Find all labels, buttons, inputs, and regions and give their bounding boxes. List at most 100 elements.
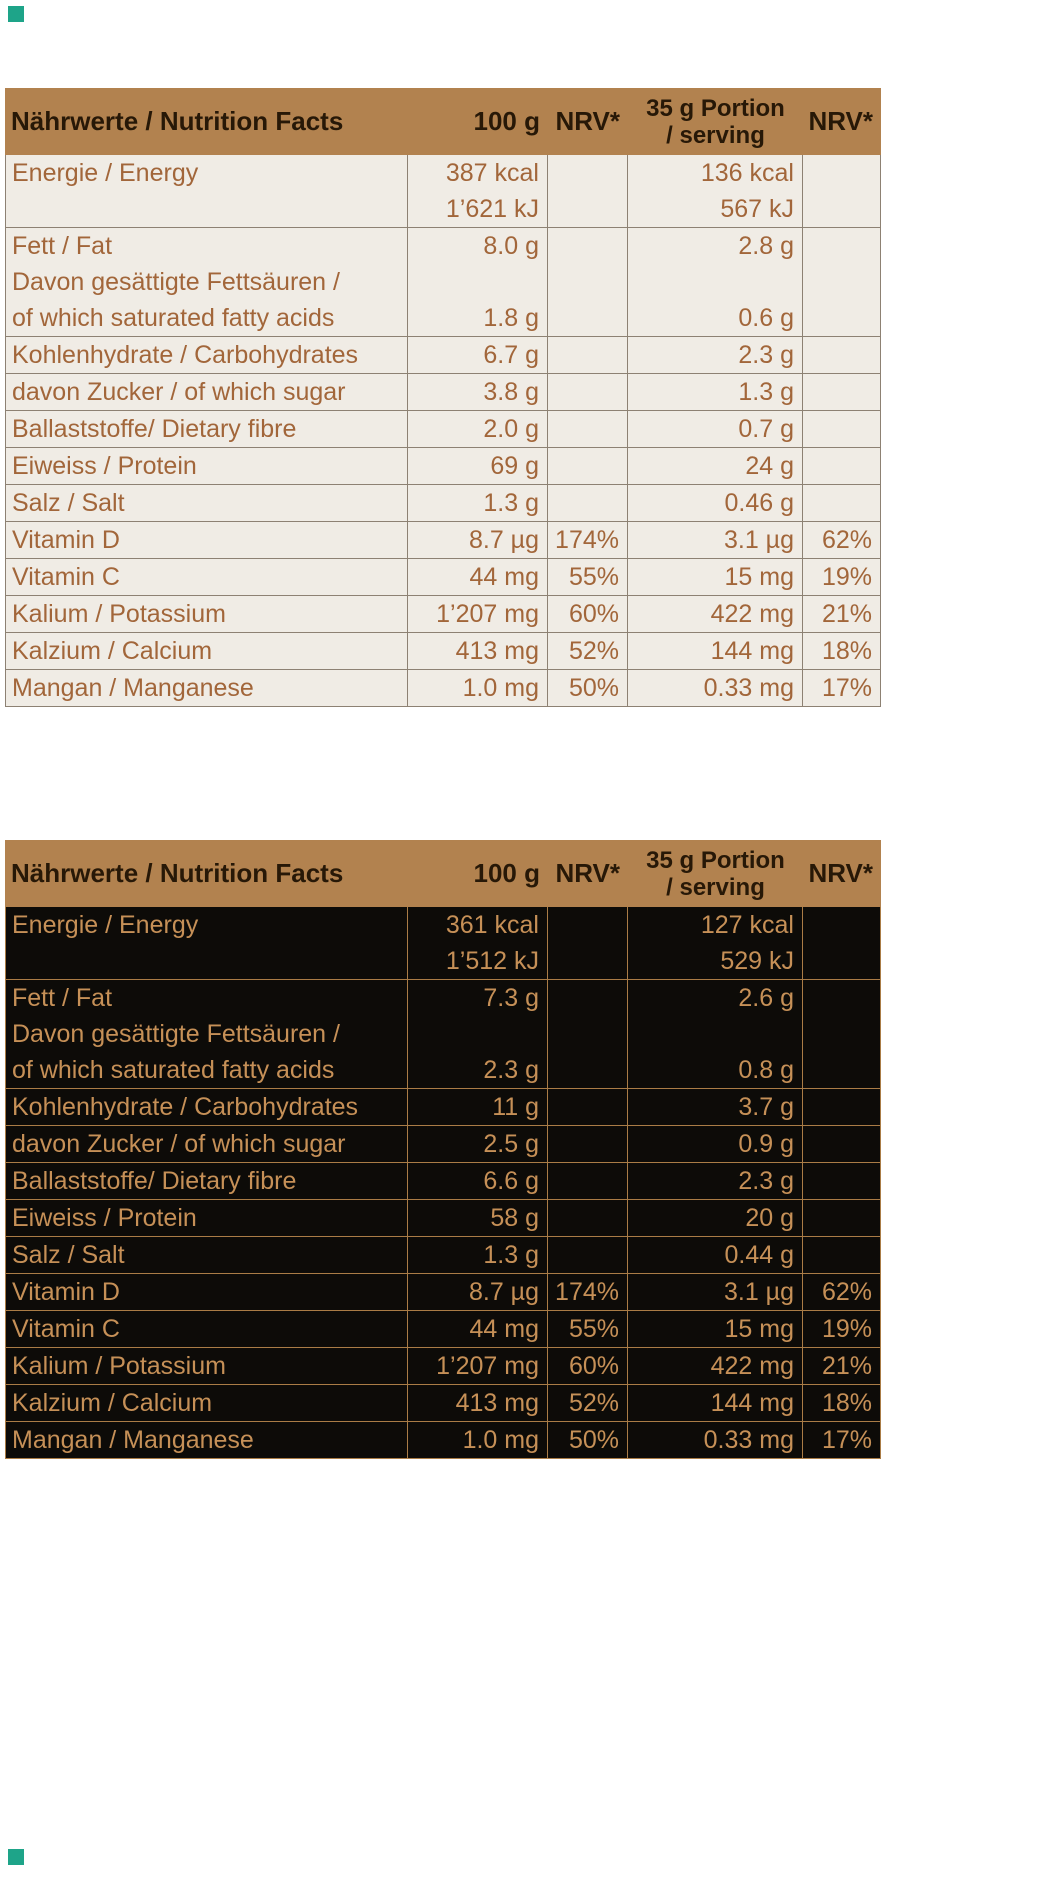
value-per-portion: 567 kJ: [627, 191, 802, 227]
column-header-portion-line2: / serving: [666, 873, 765, 901]
value-per-100g: 1’621 kJ: [407, 191, 547, 227]
nrv-per-portion: [802, 1163, 880, 1199]
nrv-per-portion: [802, 1126, 880, 1162]
value-per-100g: [407, 1016, 547, 1052]
nrv-per-100g: [547, 191, 627, 227]
value-per-100g: 1.0 mg: [407, 1422, 547, 1458]
table-header: Nährwerte / Nutrition Facts 100 g NRV* 3…: [5, 88, 881, 155]
row-label: Kalium / Potassium: [12, 600, 226, 628]
value-per-portion: 422 mg: [627, 596, 802, 632]
row-label: Kohlenhydrate / Carbohydrates: [12, 341, 359, 369]
value-per-100g: 6.6 g: [407, 1163, 547, 1199]
row-label: Energie / Energy: [12, 911, 199, 939]
row-label: Kalzium / Calcium: [12, 637, 213, 665]
value-per-100g: 2.0 g: [407, 411, 547, 447]
row-label: of which saturated fatty acids: [12, 304, 335, 332]
table-header: Nährwerte / Nutrition Facts 100 g NRV* 3…: [5, 840, 881, 907]
nrv-per-100g: 50%: [547, 1422, 627, 1458]
nrv-per-100g: [547, 943, 627, 979]
table-row: of which saturated fatty acids 1.8 g 0.6 g: [6, 300, 880, 337]
nrv-per-100g: [547, 374, 627, 410]
table-row: Energie / Energy 361 kcal 127 kcal: [6, 907, 880, 943]
row-label: Fett / Fat: [12, 984, 113, 1012]
table-row: Vitamin C 44 mg 55% 15 mg 19%: [6, 1311, 880, 1348]
value-per-100g: 8.7 µg: [407, 522, 547, 558]
row-label: Salz / Salt: [12, 489, 125, 517]
nrv-per-100g: [547, 448, 627, 484]
teal-marker-top: [8, 6, 24, 22]
nrv-per-100g: [547, 1089, 627, 1125]
table-row: Eiweiss / Protein 58 g 20 g: [6, 1200, 880, 1237]
table-row: Kohlenhydrate / Carbohydrates 6.7 g 2.3 g: [6, 337, 880, 374]
table-row: Vitamin C 44 mg 55% 15 mg 19%: [6, 559, 880, 596]
row-label: davon Zucker / of which sugar: [12, 1130, 346, 1158]
table-row: of which saturated fatty acids 2.3 g 0.8 g: [6, 1052, 880, 1089]
value-per-100g: 44 mg: [407, 559, 547, 595]
table-row: Mangan / Manganese 1.0 mg 50% 0.33 mg 17%: [6, 670, 880, 706]
value-per-portion: 0.6 g: [627, 300, 802, 336]
nrv-per-portion: [802, 155, 880, 191]
nrv-per-100g: [547, 1237, 627, 1273]
value-per-portion: 0.7 g: [627, 411, 802, 447]
nrv-per-100g: 60%: [547, 1348, 627, 1384]
nrv-per-portion: [802, 943, 880, 979]
nrv-per-portion: 62%: [802, 1274, 880, 1310]
nrv-per-100g: [547, 1052, 627, 1088]
table-row: Vitamin D 8.7 µg 174% 3.1 µg 62%: [6, 1274, 880, 1311]
table-row: Fett / Fat 8.0 g 2.8 g: [6, 228, 880, 264]
value-per-100g: 1.0 mg: [407, 670, 547, 706]
value-per-portion: 2.3 g: [627, 337, 802, 373]
value-per-portion: [627, 264, 802, 300]
table-row: Ballaststoffe/ Dietary fibre 2.0 g 0.7 g: [6, 411, 880, 448]
row-label: [6, 943, 407, 979]
value-per-portion: 3.1 µg: [627, 1274, 802, 1310]
value-per-100g: 69 g: [407, 448, 547, 484]
nrv-per-100g: 55%: [547, 1311, 627, 1347]
table-row: davon Zucker / of which sugar 3.8 g 1.3 g: [6, 374, 880, 411]
column-header-portion-line1: 35 g Portion: [646, 94, 785, 122]
column-header-portion: 35 g Portion / serving: [628, 95, 803, 149]
row-label: Vitamin C: [12, 563, 120, 591]
row-label: Salz / Salt: [12, 1241, 125, 1269]
value-per-portion: 15 mg: [627, 1311, 802, 1347]
table-row: Salz / Salt 1.3 g 0.44 g: [6, 1237, 880, 1274]
nrv-per-portion: [802, 1200, 880, 1236]
value-per-100g: 8.7 µg: [407, 1274, 547, 1310]
nrv-per-100g: [547, 1016, 627, 1052]
value-per-portion: [627, 1016, 802, 1052]
table-row: Kalium / Potassium 1’207 mg 60% 422 mg 21%: [6, 596, 880, 633]
table-row: Energie / Energy 387 kcal 136 kcal: [6, 155, 880, 191]
column-header-nrv-2: NRV*: [808, 858, 873, 888]
row-label: Energie / Energy: [12, 159, 199, 187]
table-row: 1’512 kJ 529 kJ: [6, 943, 880, 980]
column-header-100g: 100 g: [473, 858, 541, 888]
nrv-per-100g: 60%: [547, 596, 627, 632]
value-per-portion: 0.8 g: [627, 1052, 802, 1088]
column-header-nrv-1: NRV*: [555, 858, 620, 888]
value-per-100g: 44 mg: [407, 1311, 547, 1347]
value-per-portion: 2.3 g: [627, 1163, 802, 1199]
value-per-portion: 127 kcal: [627, 907, 802, 943]
value-per-portion: 1.3 g: [627, 374, 802, 410]
row-label: Vitamin D: [12, 526, 120, 554]
value-per-portion: 20 g: [627, 1200, 802, 1236]
value-per-100g: 6.7 g: [407, 337, 547, 373]
value-per-portion: 0.44 g: [627, 1237, 802, 1273]
nrv-per-portion: [802, 374, 880, 410]
value-per-100g: 58 g: [407, 1200, 547, 1236]
row-label: Kohlenhydrate / Carbohydrates: [12, 1093, 359, 1121]
nrv-per-portion: 62%: [802, 522, 880, 558]
nrv-per-portion: [802, 1052, 880, 1088]
nrv-per-portion: [802, 191, 880, 227]
nrv-per-100g: [547, 1163, 627, 1199]
nrv-per-100g: [547, 337, 627, 373]
nrv-per-portion: [802, 1237, 880, 1273]
nrv-per-100g: 50%: [547, 670, 627, 706]
table-title: Nährwerte / Nutrition Facts: [11, 106, 344, 136]
nrv-per-portion: 18%: [802, 1385, 880, 1421]
nrv-per-100g: 52%: [547, 633, 627, 669]
nrv-per-100g: [547, 228, 627, 264]
value-per-portion: 2.8 g: [627, 228, 802, 264]
nrv-per-portion: [802, 448, 880, 484]
row-label: Kalium / Potassium: [12, 1352, 226, 1380]
